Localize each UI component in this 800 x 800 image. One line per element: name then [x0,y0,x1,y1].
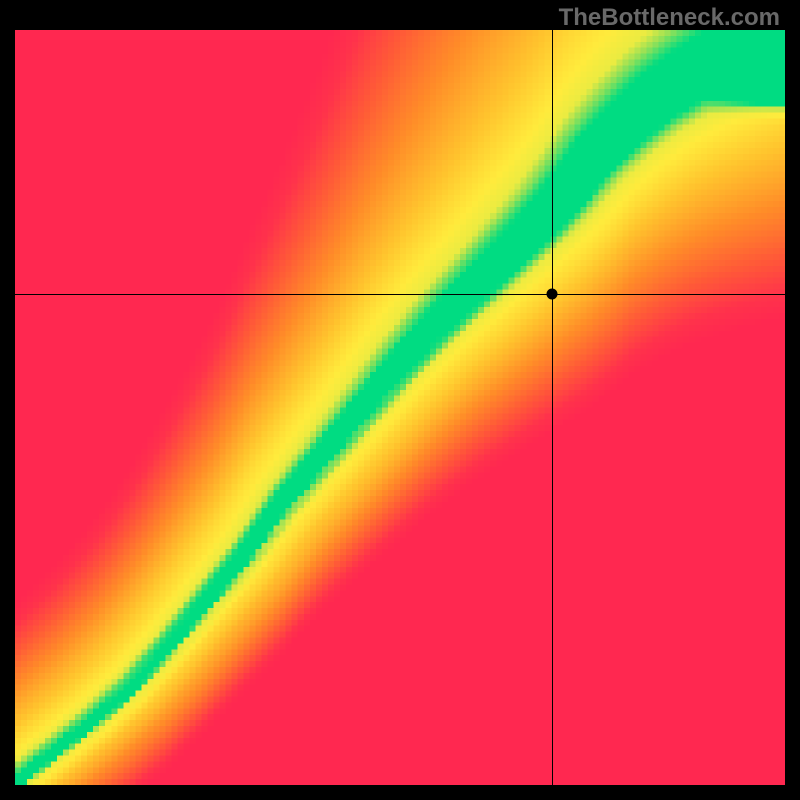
heatmap-canvas [15,30,785,785]
crosshair-vertical [552,30,553,785]
crosshair-horizontal [15,294,785,295]
chart-container: TheBottleneck.com [0,0,800,800]
plot-area [15,30,785,785]
watermark-text: TheBottleneck.com [559,4,780,32]
crosshair-marker [547,289,558,300]
